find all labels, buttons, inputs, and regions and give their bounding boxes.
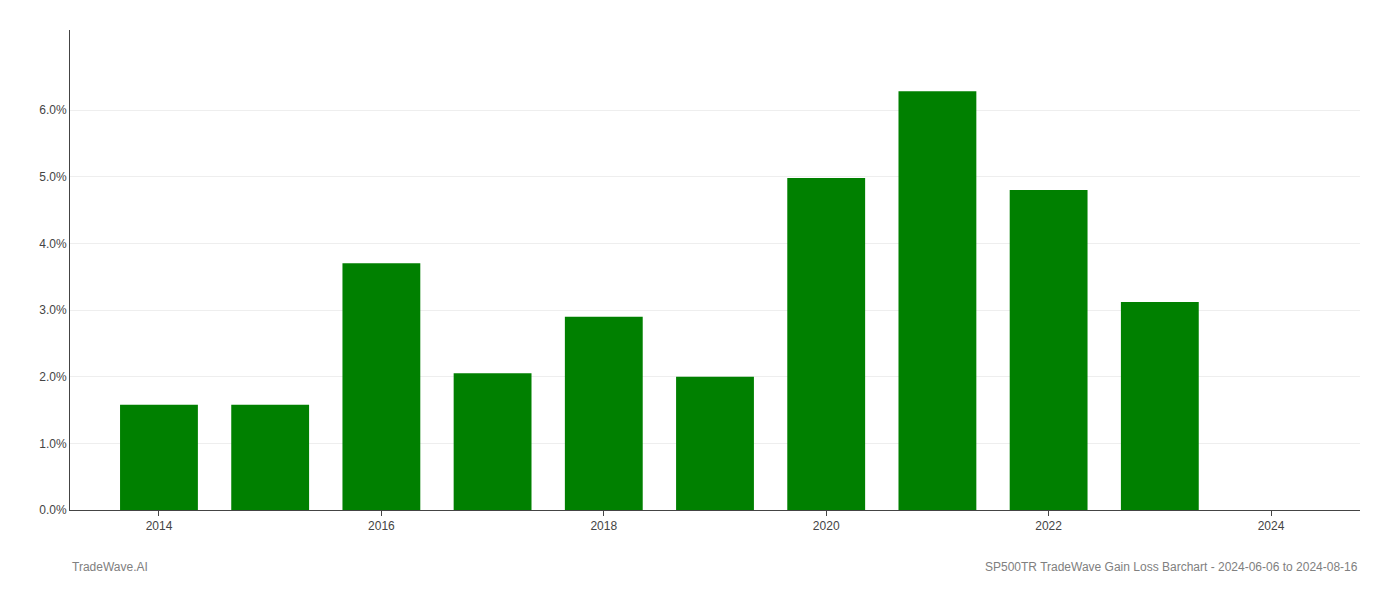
svg-text:TradeWave.AI: TradeWave.AI — [72, 560, 148, 574]
svg-text:2016: 2016 — [368, 519, 395, 533]
svg-text:1.0%: 1.0% — [39, 437, 67, 451]
svg-text:0.0%: 0.0% — [39, 503, 67, 517]
svg-text:4.0%: 4.0% — [39, 237, 67, 251]
svg-text:2.0%: 2.0% — [39, 370, 67, 384]
svg-text:2018: 2018 — [590, 519, 617, 533]
svg-text:2024: 2024 — [1258, 519, 1285, 533]
svg-text:2022: 2022 — [1035, 519, 1062, 533]
svg-text:SP500TR TradeWave Gain Loss Ba: SP500TR TradeWave Gain Loss Barchart - 2… — [985, 560, 1358, 574]
svg-text:5.0%: 5.0% — [39, 170, 67, 184]
svg-text:6.0%: 6.0% — [39, 103, 67, 117]
svg-text:3.0%: 3.0% — [39, 303, 67, 317]
svg-text:2020: 2020 — [813, 519, 840, 533]
svg-text:2014: 2014 — [146, 519, 173, 533]
